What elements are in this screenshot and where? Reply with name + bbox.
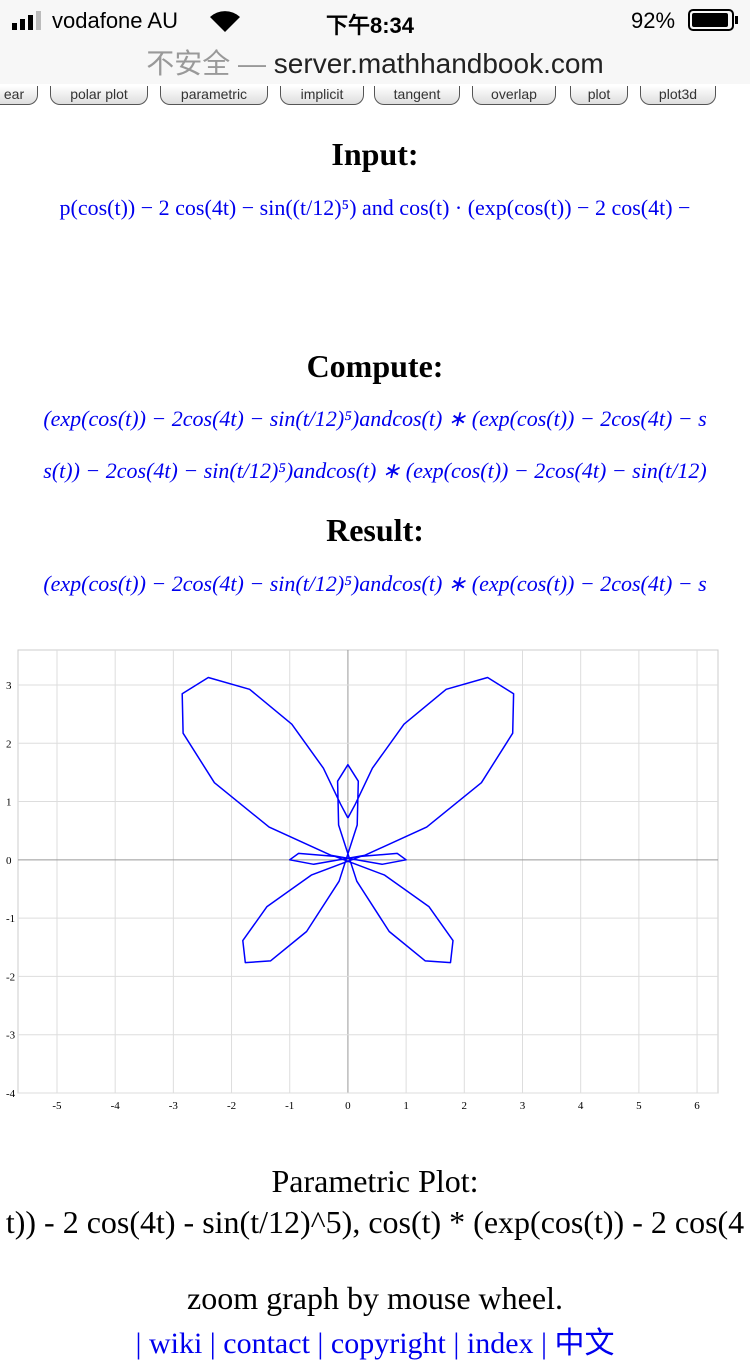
y-tick-label: 3 — [6, 680, 12, 692]
heading: Input: — [331, 136, 419, 172]
y-tick-label: -2 — [6, 971, 15, 983]
tab[interactable]: plot3d — [640, 86, 716, 105]
browser-chrome — [0, 0, 750, 84]
x-tick-label: -5 — [52, 1100, 62, 1112]
x-tick-label: -4 — [111, 1100, 121, 1112]
y-tick-label: -1 — [6, 913, 15, 925]
tab[interactable]: plot — [570, 86, 628, 105]
plot-caption-formula: t)) - 2 cos(4t) - sin(t/12)^5), cos(t) *… — [5, 1204, 745, 1240]
clock: 下午8:34 — [326, 13, 415, 38]
x-tick-label: -2 — [227, 1100, 236, 1112]
x-tick-label: -3 — [169, 1100, 179, 1112]
x-tick-label: 6 — [694, 1100, 700, 1112]
security-label: 不安全 — — [146, 48, 267, 79]
y-tick-label: 2 — [6, 738, 12, 750]
y-tick-label: 1 — [6, 797, 12, 809]
heading: Compute: — [306, 348, 444, 384]
y-tick-label: -4 — [6, 1088, 16, 1100]
url: server.mathhandbook.com — [273, 48, 604, 79]
tab[interactable]: polar plot — [50, 86, 148, 105]
x-tick-label: 0 — [345, 1100, 351, 1112]
plot-area — [17, 649, 719, 1094]
plot-caption-title: Parametric Plot: — [271, 1163, 479, 1199]
compute-heading: Compute: — [0, 348, 750, 385]
x-tick-label: -1 — [285, 1100, 294, 1112]
input-heading: Input: — [0, 136, 750, 173]
input-formula: p(cos(t)) − 2 cos(4t) − sin((t/12)⁵) and… — [59, 195, 691, 220]
chart: -5 -4 -3 -2 -1 0 1 2 3 4 5 6 -4 -3 -2 -1 0 1 2 3 — [6, 649, 719, 1112]
result-heading: Result: — [0, 512, 750, 549]
heading: Result: — [326, 512, 424, 548]
battery-percent: 92% — [631, 8, 676, 33]
x-tick-label: 1 — [403, 1100, 409, 1112]
tab[interactable]: ear — [0, 86, 38, 105]
tab[interactable]: implicit — [280, 86, 364, 105]
tab[interactable]: tangent — [374, 86, 460, 105]
result-line: (exp(cos(t)) − 2cos(4t) − sin(t/12)⁵)and… — [43, 571, 707, 596]
signal-icon — [12, 11, 41, 30]
curve — [181, 676, 515, 964]
carrier: vodafone AU — [52, 8, 178, 33]
footer-links[interactable]: | wiki | contact | copyright | index | 中… — [135, 1327, 615, 1360]
x-tick-label: 3 — [520, 1100, 526, 1112]
x-tick-label: 2 — [462, 1100, 468, 1112]
compute-line: (exp(cos(t)) − 2cos(4t) − sin(t/12)⁵)and… — [43, 406, 707, 431]
address-bar[interactable]: 不安全 — server.mathhandbook.com — [0, 42, 750, 82]
tab[interactable]: parametric — [160, 86, 268, 105]
battery-icon — [688, 9, 738, 31]
x-tick-label: 4 — [578, 1100, 584, 1112]
wifi-icon — [210, 11, 240, 32]
hint: zoom graph by mouse wheel. — [187, 1280, 563, 1316]
tab[interactable]: overlap — [472, 86, 556, 105]
x-tick-label: 5 — [636, 1100, 642, 1112]
compute-line: s(t)) − 2cos(4t) − sin(t/12)⁵)andcos(t) … — [43, 458, 707, 483]
y-tick-label: -3 — [6, 1030, 16, 1042]
y-tick-label: 0 — [6, 855, 12, 867]
